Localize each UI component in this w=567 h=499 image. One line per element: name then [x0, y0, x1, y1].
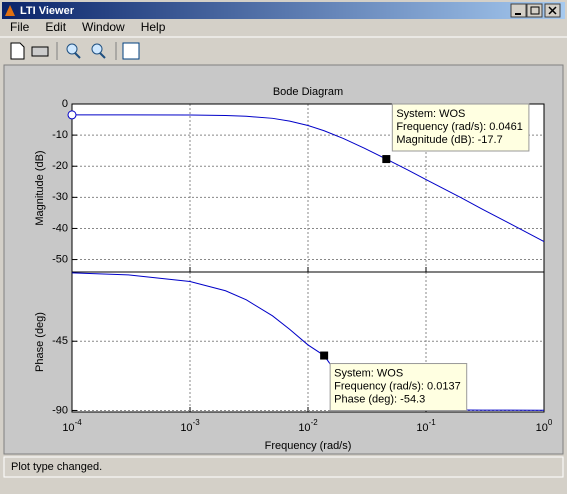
- tick-exponent: -2: [311, 418, 319, 427]
- legend-button[interactable]: [122, 42, 140, 60]
- y-axis-label: Phase (deg): [34, 312, 46, 372]
- menu-item[interactable]: Help: [141, 20, 166, 34]
- y-tick-label: -10: [52, 129, 68, 141]
- x-tick-label: 10-4: [62, 418, 82, 434]
- x-tick-label: 10-1: [416, 418, 436, 434]
- x-tick-label: 10-3: [180, 418, 200, 434]
- status-text: Plot type changed.: [11, 461, 102, 473]
- toolbar: [10, 42, 140, 60]
- y-tick-label: -40: [52, 222, 68, 234]
- tick-base: 10: [416, 422, 428, 434]
- y-tick-label: -20: [52, 160, 68, 172]
- maximize-button[interactable]: [526, 3, 543, 18]
- y-tick-label: -30: [52, 191, 68, 203]
- y-tick-label: -90: [52, 404, 68, 416]
- tick-exponent: -4: [75, 418, 83, 427]
- tick-base: 10: [180, 422, 192, 434]
- menu-item[interactable]: Window: [82, 20, 125, 34]
- new-button[interactable]: [10, 42, 25, 60]
- window-title: LTI Viewer: [20, 5, 75, 17]
- y-axis-label: Magnitude (dB): [34, 150, 46, 225]
- status-bar: [3, 456, 564, 478]
- print-button[interactable]: [31, 46, 49, 57]
- datatip-text: Frequency (rad/s): 0.0137: [334, 380, 461, 392]
- axes-box: [71, 271, 545, 413]
- datatip-marker: [382, 155, 391, 164]
- menu-bar: File Edit Window Help: [10, 20, 166, 34]
- tick-base: 10: [62, 422, 74, 434]
- datatip-box: [329, 363, 468, 412]
- x-axis-label: Frequency (rad/s): [265, 440, 352, 452]
- minimize-button[interactable]: [510, 3, 527, 18]
- datatip-text: Magnitude (dB): -17.7: [396, 134, 502, 146]
- y-tick-label: -50: [52, 253, 68, 265]
- title-bar: [2, 2, 565, 19]
- response-line: [72, 114, 545, 242]
- zoom-out-button[interactable]: [91, 43, 103, 55]
- datatip-marker: [320, 351, 329, 360]
- y-tick-label: -45: [52, 335, 68, 347]
- tick-base: 10: [536, 422, 548, 434]
- x-tick-label: 10-2: [298, 418, 318, 434]
- datatip-text: System: WOS: [396, 108, 465, 120]
- tick-exponent: -1: [429, 418, 437, 427]
- menu-item[interactable]: File: [10, 20, 30, 34]
- tick-exponent: 0: [548, 418, 553, 427]
- chart-title: Bode Diagram: [273, 86, 343, 98]
- tick-base: 10: [298, 422, 310, 434]
- menu-item[interactable]: Edit: [45, 20, 66, 34]
- datatip-text: System: WOS: [334, 367, 403, 379]
- y-tick-label: 0: [62, 98, 68, 110]
- app-icon: [5, 5, 15, 16]
- zoom-in-button[interactable]: [66, 43, 78, 55]
- window-buttons: [510, 3, 561, 18]
- datatip-text: Phase (deg): -54.3: [334, 393, 425, 405]
- x-tick-label: 100: [536, 418, 553, 434]
- datatip-box: [391, 103, 530, 152]
- tick-exponent: -3: [193, 418, 201, 427]
- datatip-text: Frequency (rad/s): 0.0461: [396, 121, 523, 133]
- start-marker: [67, 110, 77, 120]
